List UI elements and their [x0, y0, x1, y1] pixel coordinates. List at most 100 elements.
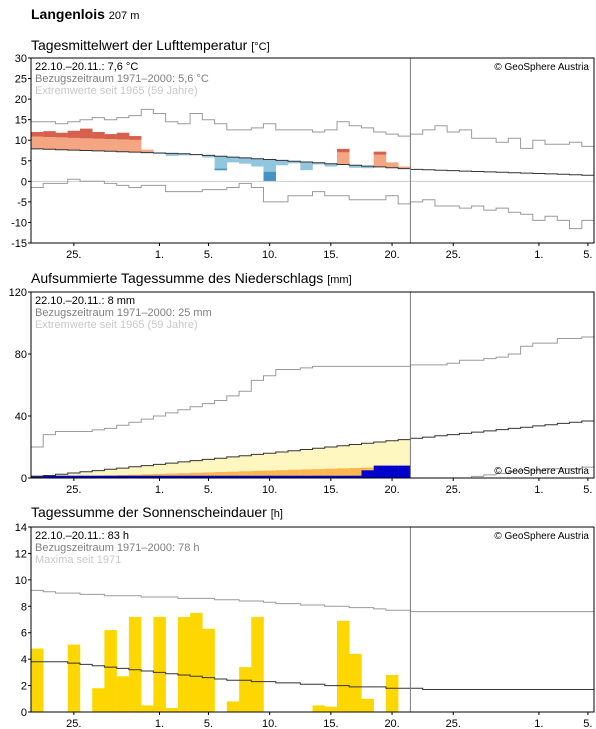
temperature-bar-strong	[116, 132, 130, 140]
climate-cum-lower-area	[337, 468, 350, 476]
y-tick-label: -5	[17, 197, 27, 209]
sunshine-bar	[104, 630, 117, 712]
info-line: Bezugszeitraum 1971–2000: 25 mm	[35, 307, 212, 319]
max-extreme-line	[31, 108, 594, 149]
info-line: Extremwerte seit 1965 (59 Jahre)	[35, 85, 198, 97]
y-tick-label: 5	[21, 156, 27, 168]
climate-cum-area	[177, 461, 191, 476]
precip-cum-bar	[92, 475, 105, 478]
climate-cum-area	[104, 469, 117, 476]
y-tick-label: 2	[21, 681, 27, 693]
sunshine-bar	[128, 616, 142, 712]
credit-label: © GeoSphere Austria	[494, 62, 589, 73]
climate-cum-area	[385, 440, 399, 466]
info-line: Extremwerte seit 1965 (59 Jahre)	[35, 319, 198, 331]
temperature-bar	[214, 156, 228, 171]
x-tick-label: 25.	[446, 484, 461, 496]
x-tick-label: 10.	[262, 718, 277, 729]
sunshine-bar	[312, 705, 325, 712]
precip-cum-bar	[312, 475, 325, 478]
climate-cum-lower-area	[128, 474, 142, 476]
temperature-bar	[337, 148, 350, 165]
climate-cum-area	[128, 466, 142, 476]
temperature-bar-strong	[43, 131, 56, 137]
temperature-bar-strong	[263, 171, 276, 181]
sunshine-bar	[202, 628, 215, 713]
climate-cum-lower-area	[312, 469, 325, 476]
precip-cum-bar	[275, 475, 289, 478]
temperature-bar	[373, 151, 387, 167]
plot-frame	[30, 57, 595, 244]
climate-cum-lower-area	[214, 472, 228, 476]
climate-cum-lower-area	[116, 475, 130, 476]
y-tick-label: 4	[21, 654, 27, 666]
climate-cum-lower-area	[177, 473, 191, 476]
precip-cum-bar	[239, 475, 252, 478]
sunshine-bar	[177, 616, 191, 712]
sun-chart-unit: [h]	[271, 508, 283, 520]
precip-cum-bar	[153, 475, 166, 478]
x-tick-label: 1.	[155, 718, 164, 729]
temperature-bar	[239, 157, 252, 164]
min-extreme-line	[31, 178, 594, 230]
temperature-bar	[312, 162, 325, 165]
precip-cum-bar	[67, 475, 81, 478]
x-tick-label: 5.	[204, 484, 213, 496]
precip-chart-unit: [mm]	[327, 274, 351, 286]
x-tick-label: 25.	[446, 718, 461, 729]
climate-cum-area	[275, 452, 289, 476]
precip-cum-bar	[165, 475, 179, 478]
credit-label: © GeoSphere Austria	[494, 531, 589, 542]
climate-cum-lower-area	[361, 467, 374, 471]
sunshine-bar	[226, 701, 240, 712]
temperature-bar	[300, 162, 313, 171]
precip-cum-bar	[214, 475, 228, 478]
sunshine-chart: 0 2 4 6 8 10 12 14 25. 1. 5. 10. 15. 20. 25. 1. 5. 22.10.…	[15, 522, 595, 729]
climate-cum-area	[373, 442, 387, 466]
temp-chart-title: Tagesmittelwert der Lufttemperatur [°C]	[31, 37, 270, 53]
sunshine-bar	[349, 653, 362, 712]
y-tick-label: 80	[15, 349, 27, 361]
sunshine-bar	[67, 644, 81, 712]
temperature-bar	[349, 165, 362, 168]
sunshine-bar	[239, 667, 252, 712]
climate-cum-lower-area	[324, 468, 338, 476]
x-tick-label: 25.	[66, 718, 81, 729]
y-tick-label: 25	[15, 74, 27, 86]
x-tick-label: 1.	[534, 249, 543, 261]
x-tick-label: 1.	[534, 718, 543, 729]
y-tick-label: 10	[15, 575, 27, 587]
x-tick-label: 25.	[66, 249, 81, 261]
climate-cum-area	[116, 468, 130, 476]
y-tick-label: 8	[21, 601, 27, 613]
sunshine-bar	[116, 676, 130, 712]
precip-cum-bar	[263, 475, 276, 478]
climate-cum-lower-area	[349, 468, 362, 476]
max-sunshine-line	[31, 589, 594, 613]
climate-cum-area	[312, 448, 325, 476]
temperature-bar-strong	[337, 148, 350, 153]
temperature-bar	[361, 166, 374, 169]
y-tick-label: 0	[21, 473, 27, 485]
info-line: 22.10.–20.11.: 83 h	[35, 530, 129, 542]
climate-cum-area	[190, 460, 203, 476]
temperature-bar-strong	[104, 134, 117, 139]
x-tick-label: 5.	[583, 718, 592, 729]
x-tick-label: 5.	[583, 484, 592, 496]
x-tick-label: 1.	[155, 484, 164, 496]
climate-cum-area	[165, 463, 179, 476]
precip-cum-bar	[361, 470, 374, 479]
climate-cum-area	[92, 470, 105, 476]
y-tick-label: 6	[21, 628, 27, 640]
climate-cum-area	[214, 458, 228, 476]
station-elevation: 207 m	[108, 10, 140, 22]
info-line: 22.10.–20.11.: 8 mm	[35, 295, 135, 307]
climate-cum-area	[153, 464, 166, 476]
precip-cum-bar	[80, 475, 93, 478]
climate-cum-lower-area	[202, 472, 215, 476]
temperature-bar	[141, 149, 154, 153]
climate-cum-area	[337, 445, 350, 476]
precip-cum-bar	[116, 475, 130, 478]
temperature-bar-strong	[128, 136, 142, 140]
precip-cum-bar	[190, 475, 203, 478]
